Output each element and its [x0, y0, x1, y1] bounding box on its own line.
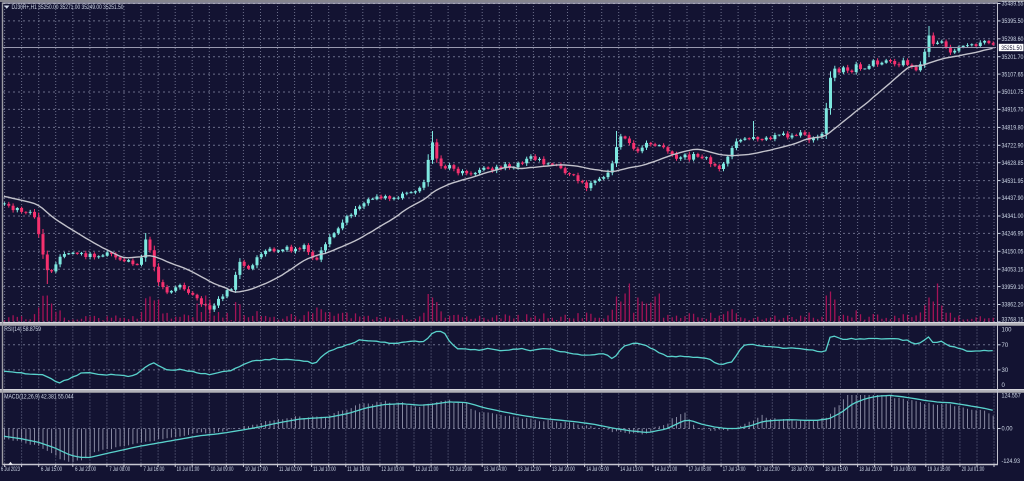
svg-text:13 Jul 12:00: 13 Jul 12:00 — [518, 467, 541, 473]
svg-text:0.00: 0.00 — [1002, 427, 1014, 433]
svg-text:7 Jul 16:00: 7 Jul 16:00 — [143, 467, 164, 473]
svg-text:30: 30 — [1002, 368, 1009, 374]
svg-text:12 Jul 03:00: 12 Jul 03:00 — [381, 467, 404, 473]
svg-text:14 Jul 21:00: 14 Jul 21:00 — [654, 467, 677, 473]
svg-text:34437.90: 34437.90 — [1002, 196, 1024, 202]
svg-text:6 Jul 23:00: 6 Jul 23:00 — [75, 467, 96, 473]
svg-text:17 Jul 22:00: 17 Jul 22:00 — [757, 467, 780, 473]
svg-text:124.557: 124.557 — [1002, 394, 1022, 400]
svg-text:34531.95: 34531.95 — [1002, 179, 1024, 185]
svg-text:RSI(14) 58.8759: RSI(14) 58.8759 — [4, 327, 41, 333]
svg-text:DJ30R+,H1 35250.00 35271.00 3: DJ30R+,H1 35250.00 35271.00 35249.00 352… — [12, 5, 125, 11]
svg-text:13 Jul 20:00: 13 Jul 20:00 — [552, 467, 575, 473]
svg-text:34628.85: 34628.85 — [1002, 161, 1024, 167]
svg-text:33862.20: 33862.20 — [1002, 303, 1024, 309]
svg-text:6 Jul 15:00: 6 Jul 15:00 — [41, 467, 62, 473]
svg-text:35010.75: 35010.75 — [1002, 90, 1024, 96]
svg-text:-124.93: -124.93 — [1002, 459, 1021, 465]
svg-text:35107.65: 35107.65 — [1002, 72, 1024, 78]
svg-text:34053.15: 34053.15 — [1002, 267, 1024, 273]
svg-text:17 Jul 14:00: 17 Jul 14:00 — [723, 467, 746, 473]
svg-text:100: 100 — [1002, 328, 1013, 334]
svg-text:10 Jul 17:00: 10 Jul 17:00 — [245, 467, 268, 473]
svg-text:10 Jul 09:00: 10 Jul 09:00 — [211, 467, 234, 473]
svg-text:35251.50: 35251.50 — [1001, 46, 1022, 52]
svg-text:13 Jul 04:00: 13 Jul 04:00 — [484, 467, 507, 473]
svg-text:11 Jul 18:00: 11 Jul 18:00 — [347, 467, 370, 473]
svg-text:34341.00: 34341.00 — [1002, 214, 1024, 220]
svg-text:18 Jul 15:00: 18 Jul 15:00 — [825, 467, 848, 473]
svg-text:70: 70 — [1002, 343, 1009, 349]
svg-text:35201.70: 35201.70 — [1002, 55, 1024, 61]
svg-text:34150.05: 34150.05 — [1002, 250, 1024, 256]
svg-text:34819.80: 34819.80 — [1002, 126, 1024, 132]
svg-text:12 Jul 11:00: 12 Jul 11:00 — [416, 467, 439, 473]
svg-text:33959.10: 33959.10 — [1002, 285, 1024, 291]
svg-text:10 Jul 01:00: 10 Jul 01:00 — [177, 467, 200, 473]
svg-text:7 Jul 08:00: 7 Jul 08:00 — [109, 467, 130, 473]
svg-text:6 Jul 2023: 6 Jul 2023 — [1, 467, 20, 473]
svg-text:34916.70: 34916.70 — [1002, 108, 1024, 114]
svg-text:18 Jul 23:00: 18 Jul 23:00 — [859, 467, 882, 473]
svg-text:19 Jul 08:00: 19 Jul 08:00 — [893, 467, 916, 473]
svg-text:20 Jul 01:00: 20 Jul 01:00 — [962, 467, 985, 473]
svg-text:34722.90: 34722.90 — [1002, 144, 1024, 150]
svg-text:11 Jul 10:00: 11 Jul 10:00 — [313, 467, 336, 473]
svg-text:33768.15: 33768.15 — [1002, 317, 1024, 323]
svg-text:14 Jul 13:00: 14 Jul 13:00 — [620, 467, 643, 473]
svg-text:11 Jul 02:00: 11 Jul 02:00 — [279, 467, 302, 473]
svg-text:MACD(12,26,9) 42.381 55.044: MACD(12,26,9) 42.381 55.044 — [4, 395, 74, 401]
svg-text:19 Jul 16:00: 19 Jul 16:00 — [928, 467, 951, 473]
svg-text:18 Jul 07:00: 18 Jul 07:00 — [791, 467, 814, 473]
svg-text:35395.50: 35395.50 — [1002, 19, 1024, 25]
svg-text:17 Jul 06:00: 17 Jul 06:00 — [689, 467, 712, 473]
svg-text:34246.95: 34246.95 — [1002, 232, 1024, 238]
svg-text:14 Jul 05:00: 14 Jul 05:00 — [586, 467, 609, 473]
svg-text:35489.55: 35489.55 — [1002, 2, 1024, 8]
svg-text:35298.60: 35298.60 — [1002, 37, 1024, 43]
svg-text:12 Jul 19:00: 12 Jul 19:00 — [450, 467, 473, 473]
